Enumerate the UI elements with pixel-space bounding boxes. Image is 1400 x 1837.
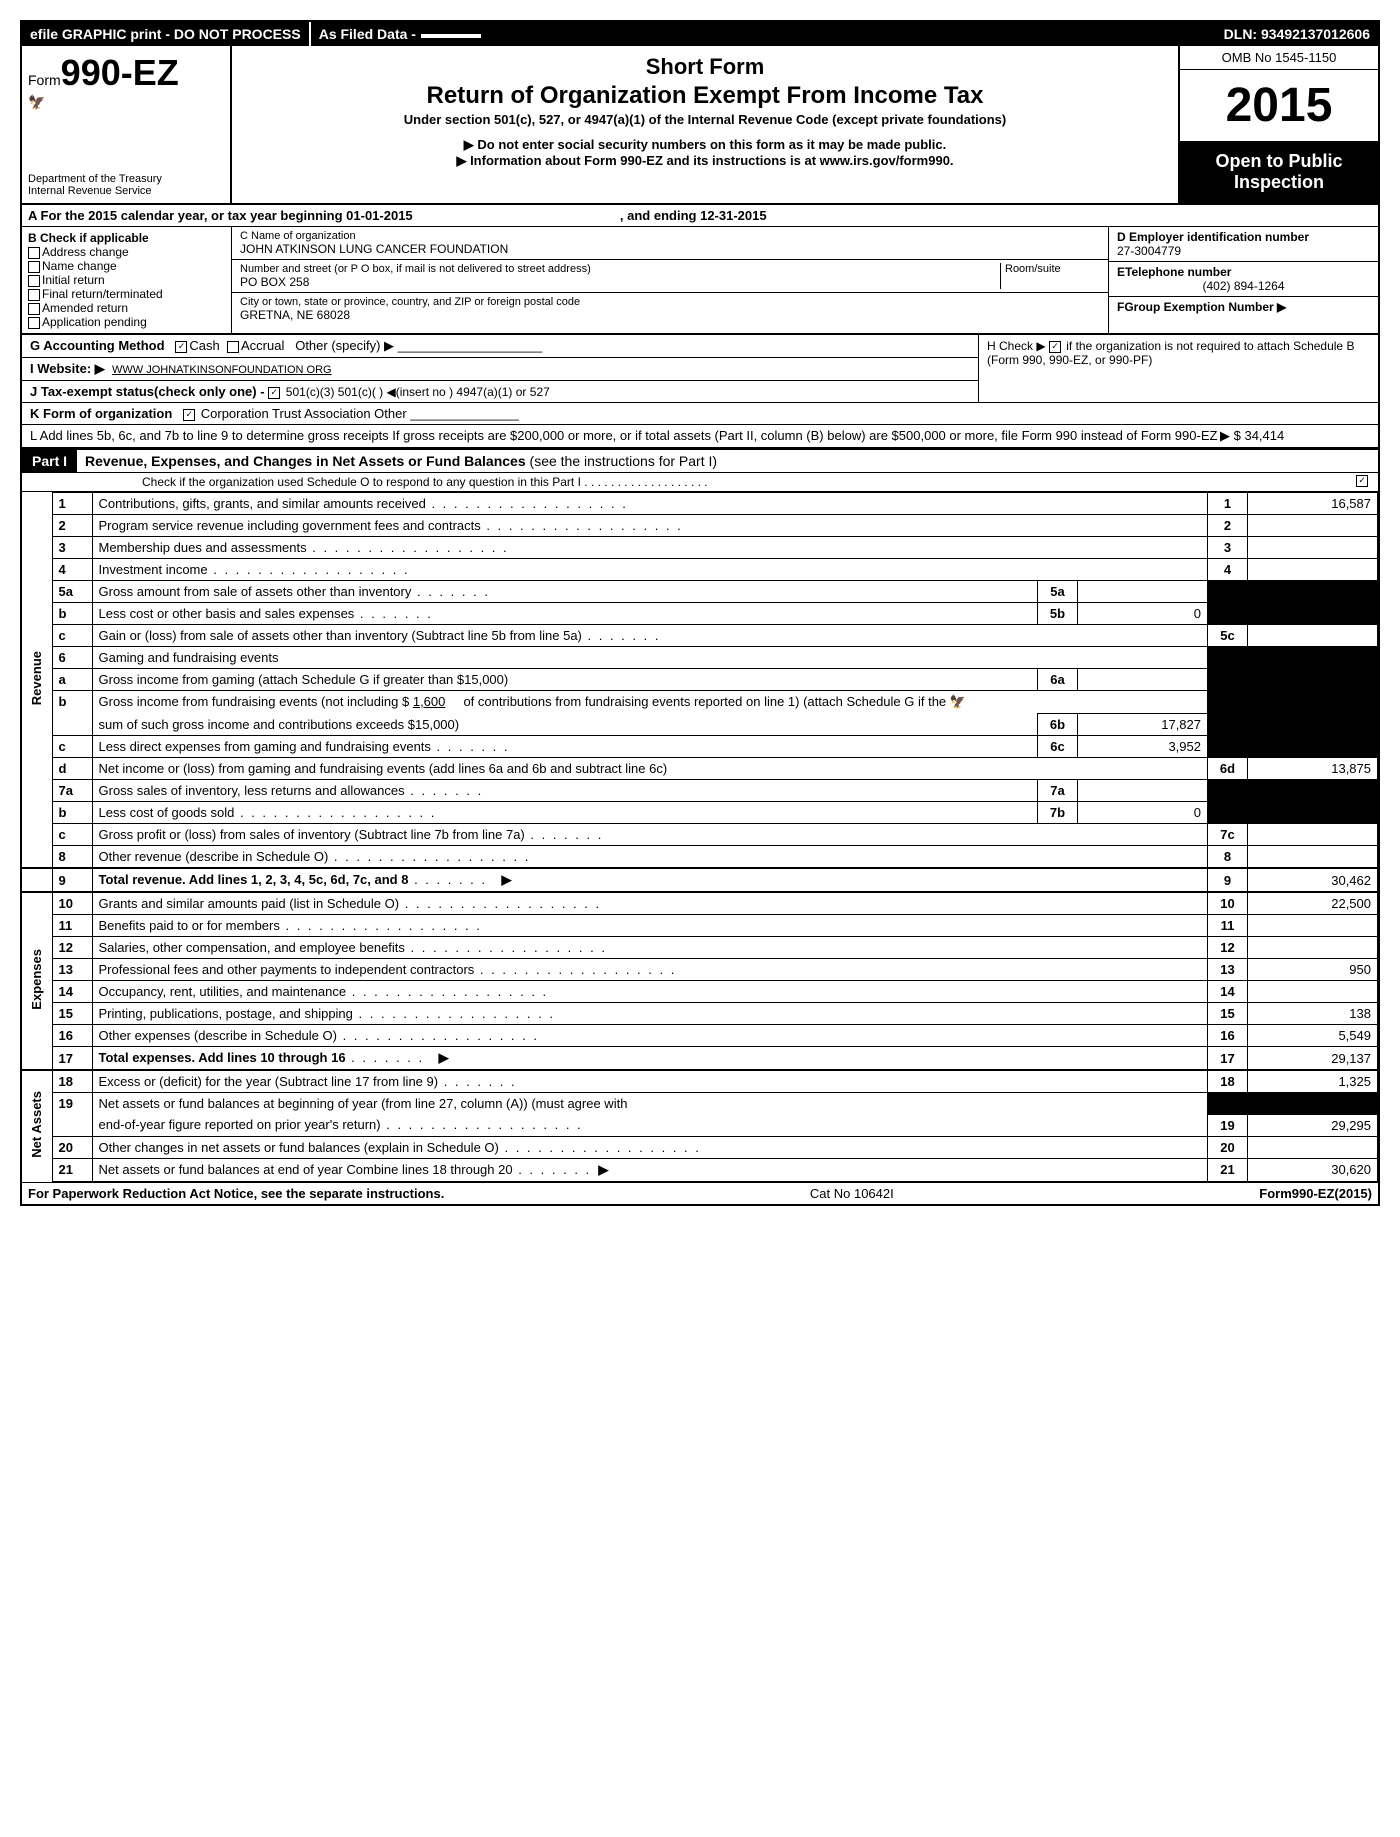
efile-notice: efile GRAPHIC print - DO NOT PROCESS bbox=[22, 22, 309, 46]
chk-accrual[interactable] bbox=[227, 341, 239, 353]
chk-name[interactable] bbox=[28, 261, 40, 273]
chk-cash[interactable]: ✓ bbox=[175, 341, 187, 353]
row-g: G Accounting Method bbox=[30, 338, 165, 353]
col-def: D Employer identification number 27-3004… bbox=[1108, 227, 1378, 333]
org-street: PO BOX 258 bbox=[240, 275, 1000, 289]
irs-logo-icon: 🦅 bbox=[28, 94, 224, 111]
header-title: Short Form Return of Organization Exempt… bbox=[232, 46, 1178, 203]
part1-table: Revenue 1 Contributions, gifts, grants, … bbox=[22, 492, 1378, 1182]
part1-checkline: Check if the organization used Schedule … bbox=[22, 473, 1378, 492]
org-name: JOHN ATKINSON LUNG CANCER FOUNDATION bbox=[240, 242, 1100, 256]
header: Form990-EZ 🦅 Department of the Treasury … bbox=[22, 46, 1378, 205]
open-to-public: Open to Public Inspection bbox=[1180, 141, 1378, 203]
asfiled-label: As Filed Data - bbox=[311, 22, 490, 46]
line9-value: 30,462 bbox=[1248, 868, 1378, 892]
line19-value: 29,295 bbox=[1248, 1114, 1378, 1136]
row-h: H Check ▶ ✓ if the organization is not r… bbox=[978, 335, 1378, 402]
side-revenue: Revenue bbox=[29, 651, 44, 705]
line15-value: 138 bbox=[1248, 1003, 1378, 1025]
footer: For Paperwork Reduction Act Notice, see … bbox=[22, 1182, 1378, 1204]
section-bcdef: B Check if applicable Address change Nam… bbox=[22, 227, 1378, 335]
line6d-value: 13,875 bbox=[1248, 758, 1378, 780]
line13-value: 950 bbox=[1248, 959, 1378, 981]
line18-value: 1,325 bbox=[1248, 1070, 1378, 1093]
header-right: OMB No 1545-1150 2015 Open to Public Ins… bbox=[1178, 46, 1378, 203]
row-gh: G Accounting Method ✓Cash Accrual Other … bbox=[22, 335, 1378, 403]
header-left: Form990-EZ 🦅 Department of the Treasury … bbox=[22, 46, 232, 203]
telephone: (402) 894-1264 bbox=[1117, 279, 1370, 293]
row-l: L Add lines 5b, 6c, and 7b to line 9 to … bbox=[22, 425, 1378, 448]
chk-initial[interactable] bbox=[28, 275, 40, 287]
department: Department of the Treasury Internal Reve… bbox=[28, 173, 224, 197]
row-j: J Tax-exempt status(check only one) - bbox=[30, 384, 265, 399]
part1-header: Part I Revenue, Expenses, and Changes in… bbox=[22, 448, 1378, 473]
dln: DLN: 93492137012606 bbox=[1216, 22, 1378, 46]
row-k: K Form of organization ✓ Corporation Tru… bbox=[22, 403, 1378, 425]
col-c-org-info: C Name of organization JOHN ATKINSON LUN… bbox=[232, 227, 1108, 333]
line7b-value: 0 bbox=[1078, 802, 1208, 824]
topbar: efile GRAPHIC print - DO NOT PROCESS As … bbox=[22, 22, 1378, 46]
side-expenses: Expenses bbox=[29, 949, 44, 1010]
chk-address[interactable] bbox=[28, 247, 40, 259]
ein: 27-3004779 bbox=[1117, 244, 1370, 258]
chk-amended[interactable] bbox=[28, 303, 40, 315]
chk-schedule-o[interactable]: ✓ bbox=[1356, 475, 1368, 487]
line6c-value: 3,952 bbox=[1078, 736, 1208, 758]
asfiled-data-box bbox=[420, 33, 482, 39]
line6b-value: 17,827 bbox=[1078, 714, 1208, 736]
col-b-checkboxes: B Check if applicable Address change Nam… bbox=[22, 227, 232, 333]
line21-value: 30,620 bbox=[1248, 1158, 1378, 1181]
line1-value: 16,587 bbox=[1248, 493, 1378, 515]
org-city: GRETNA, NE 68028 bbox=[240, 308, 1100, 322]
row-i: I Website: ▶ bbox=[30, 361, 105, 376]
chk-corp[interactable]: ✓ bbox=[183, 409, 195, 421]
website: WWW JOHNATKINSONFOUNDATION ORG bbox=[112, 364, 332, 376]
chk-schedule-b[interactable]: ✓ bbox=[1049, 341, 1061, 353]
chk-501c3[interactable]: ✓ bbox=[268, 387, 280, 399]
chk-pending[interactable] bbox=[28, 317, 40, 329]
line16-value: 5,549 bbox=[1248, 1025, 1378, 1047]
omb-number: OMB No 1545-1150 bbox=[1180, 46, 1378, 70]
line5b-value: 0 bbox=[1078, 603, 1208, 625]
line17-value: 29,137 bbox=[1248, 1047, 1378, 1071]
gross-receipts: 34,414 bbox=[1244, 428, 1284, 443]
chk-final[interactable] bbox=[28, 289, 40, 301]
line6b-contrib: 1,600 bbox=[413, 694, 446, 709]
group-exemption: FGroup Exemption Number ▶ bbox=[1117, 300, 1370, 314]
tax-year: 2015 bbox=[1180, 70, 1378, 141]
form-number: Form990-EZ 🦅 bbox=[28, 52, 224, 111]
form-page: efile GRAPHIC print - DO NOT PROCESS As … bbox=[20, 20, 1380, 1206]
side-netassets: Net Assets bbox=[29, 1091, 44, 1158]
line10-value: 22,500 bbox=[1248, 892, 1378, 915]
row-a-tax-year: A For the 2015 calendar year, or tax yea… bbox=[22, 205, 1378, 227]
